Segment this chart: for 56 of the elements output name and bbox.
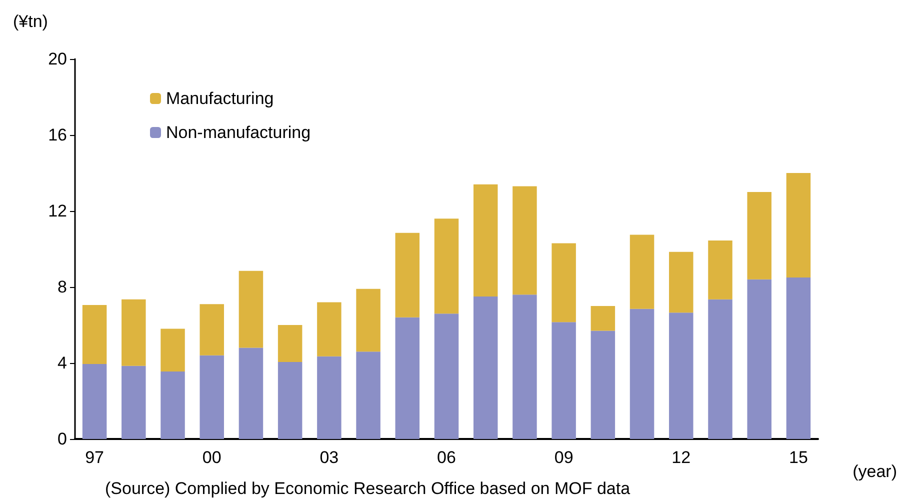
bar [552,322,576,439]
bar [160,372,185,439]
bar [747,192,772,280]
x-tick-label: 03 [320,448,339,467]
x-tick-label: 00 [202,448,222,467]
bar [473,184,498,296]
y-tick-label: 16 [48,126,67,144]
bar [160,328,185,372]
bar [512,294,537,439]
x-tick-label: 06 [437,448,456,467]
bar [708,299,732,439]
bar [238,348,264,439]
y-tick-label: 8 [58,278,67,296]
bar [669,312,694,439]
bar [122,299,146,366]
y-tick-label: 20 [48,50,67,68]
text: (Source) Complied by Economic Research Office based on MOF data [105,479,631,498]
bar [82,305,107,364]
x-tick-label: 15 [788,448,808,467]
bar [590,330,616,439]
bar [278,325,302,362]
y-tick-label: 0 [58,430,67,448]
x-tick-label: 09 [554,448,574,467]
legend-label: Non-manufacturing [166,123,311,142]
bar [630,308,654,439]
bar [122,366,146,439]
bar [747,279,772,439]
x-tick-label: 97 [85,448,104,467]
bar [434,314,459,439]
bar [434,218,459,314]
bar [669,252,694,313]
bar [708,240,732,300]
bar [786,173,811,278]
bar [82,364,107,439]
bar [317,302,342,356]
x-tick-label: 12 [672,448,691,467]
bar [473,296,498,439]
bar [278,362,302,439]
bar [552,243,576,322]
y-axis-title: (¥tn) [13,12,48,31]
bar [395,232,420,318]
x-axis-title: (year) [852,462,898,481]
bar [356,288,380,352]
bar [590,306,616,331]
y-tick-label: 12 [48,202,67,220]
bar [200,304,224,356]
bar [200,355,224,439]
bar [317,356,342,439]
bar [395,317,420,439]
bar [512,186,537,295]
y-tick-label: 4 [58,354,67,372]
bar [356,352,380,439]
bar [786,278,811,439]
bar [238,270,264,348]
bar [630,234,654,309]
legend-label: Manufacturing [166,89,274,108]
